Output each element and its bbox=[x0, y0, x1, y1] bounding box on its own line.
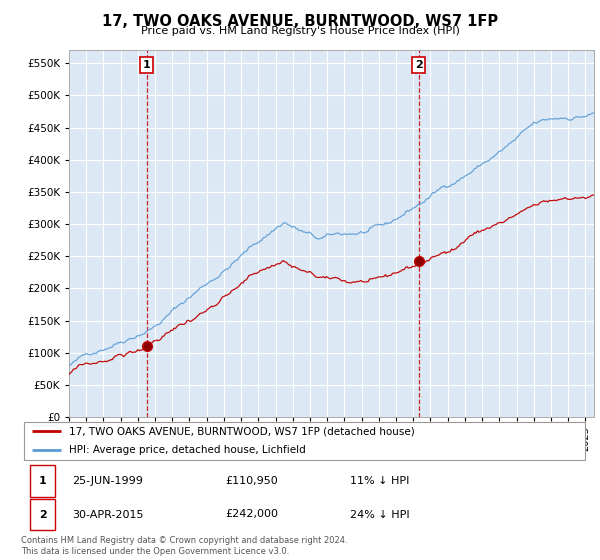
Text: HPI: Average price, detached house, Lichfield: HPI: Average price, detached house, Lich… bbox=[69, 445, 306, 455]
Text: 2: 2 bbox=[38, 510, 46, 520]
Text: £110,950: £110,950 bbox=[225, 476, 278, 486]
Text: £242,000: £242,000 bbox=[225, 510, 278, 520]
FancyBboxPatch shape bbox=[30, 499, 55, 530]
Text: 25-JUN-1999: 25-JUN-1999 bbox=[72, 476, 143, 486]
Text: 17, TWO OAKS AVENUE, BURNTWOOD, WS7 1FP: 17, TWO OAKS AVENUE, BURNTWOOD, WS7 1FP bbox=[102, 14, 498, 29]
Text: 11% ↓ HPI: 11% ↓ HPI bbox=[350, 476, 409, 486]
Text: 1: 1 bbox=[38, 476, 46, 486]
Text: 30-APR-2015: 30-APR-2015 bbox=[72, 510, 143, 520]
Text: Price paid vs. HM Land Registry's House Price Index (HPI): Price paid vs. HM Land Registry's House … bbox=[140, 26, 460, 36]
Text: 1: 1 bbox=[143, 60, 151, 70]
FancyBboxPatch shape bbox=[30, 465, 55, 497]
Text: 17, TWO OAKS AVENUE, BURNTWOOD, WS7 1FP (detached house): 17, TWO OAKS AVENUE, BURNTWOOD, WS7 1FP … bbox=[69, 426, 415, 436]
Text: Contains HM Land Registry data © Crown copyright and database right 2024.
This d: Contains HM Land Registry data © Crown c… bbox=[21, 536, 347, 556]
Text: 24% ↓ HPI: 24% ↓ HPI bbox=[350, 510, 409, 520]
FancyBboxPatch shape bbox=[24, 422, 584, 460]
Text: 2: 2 bbox=[415, 60, 422, 70]
